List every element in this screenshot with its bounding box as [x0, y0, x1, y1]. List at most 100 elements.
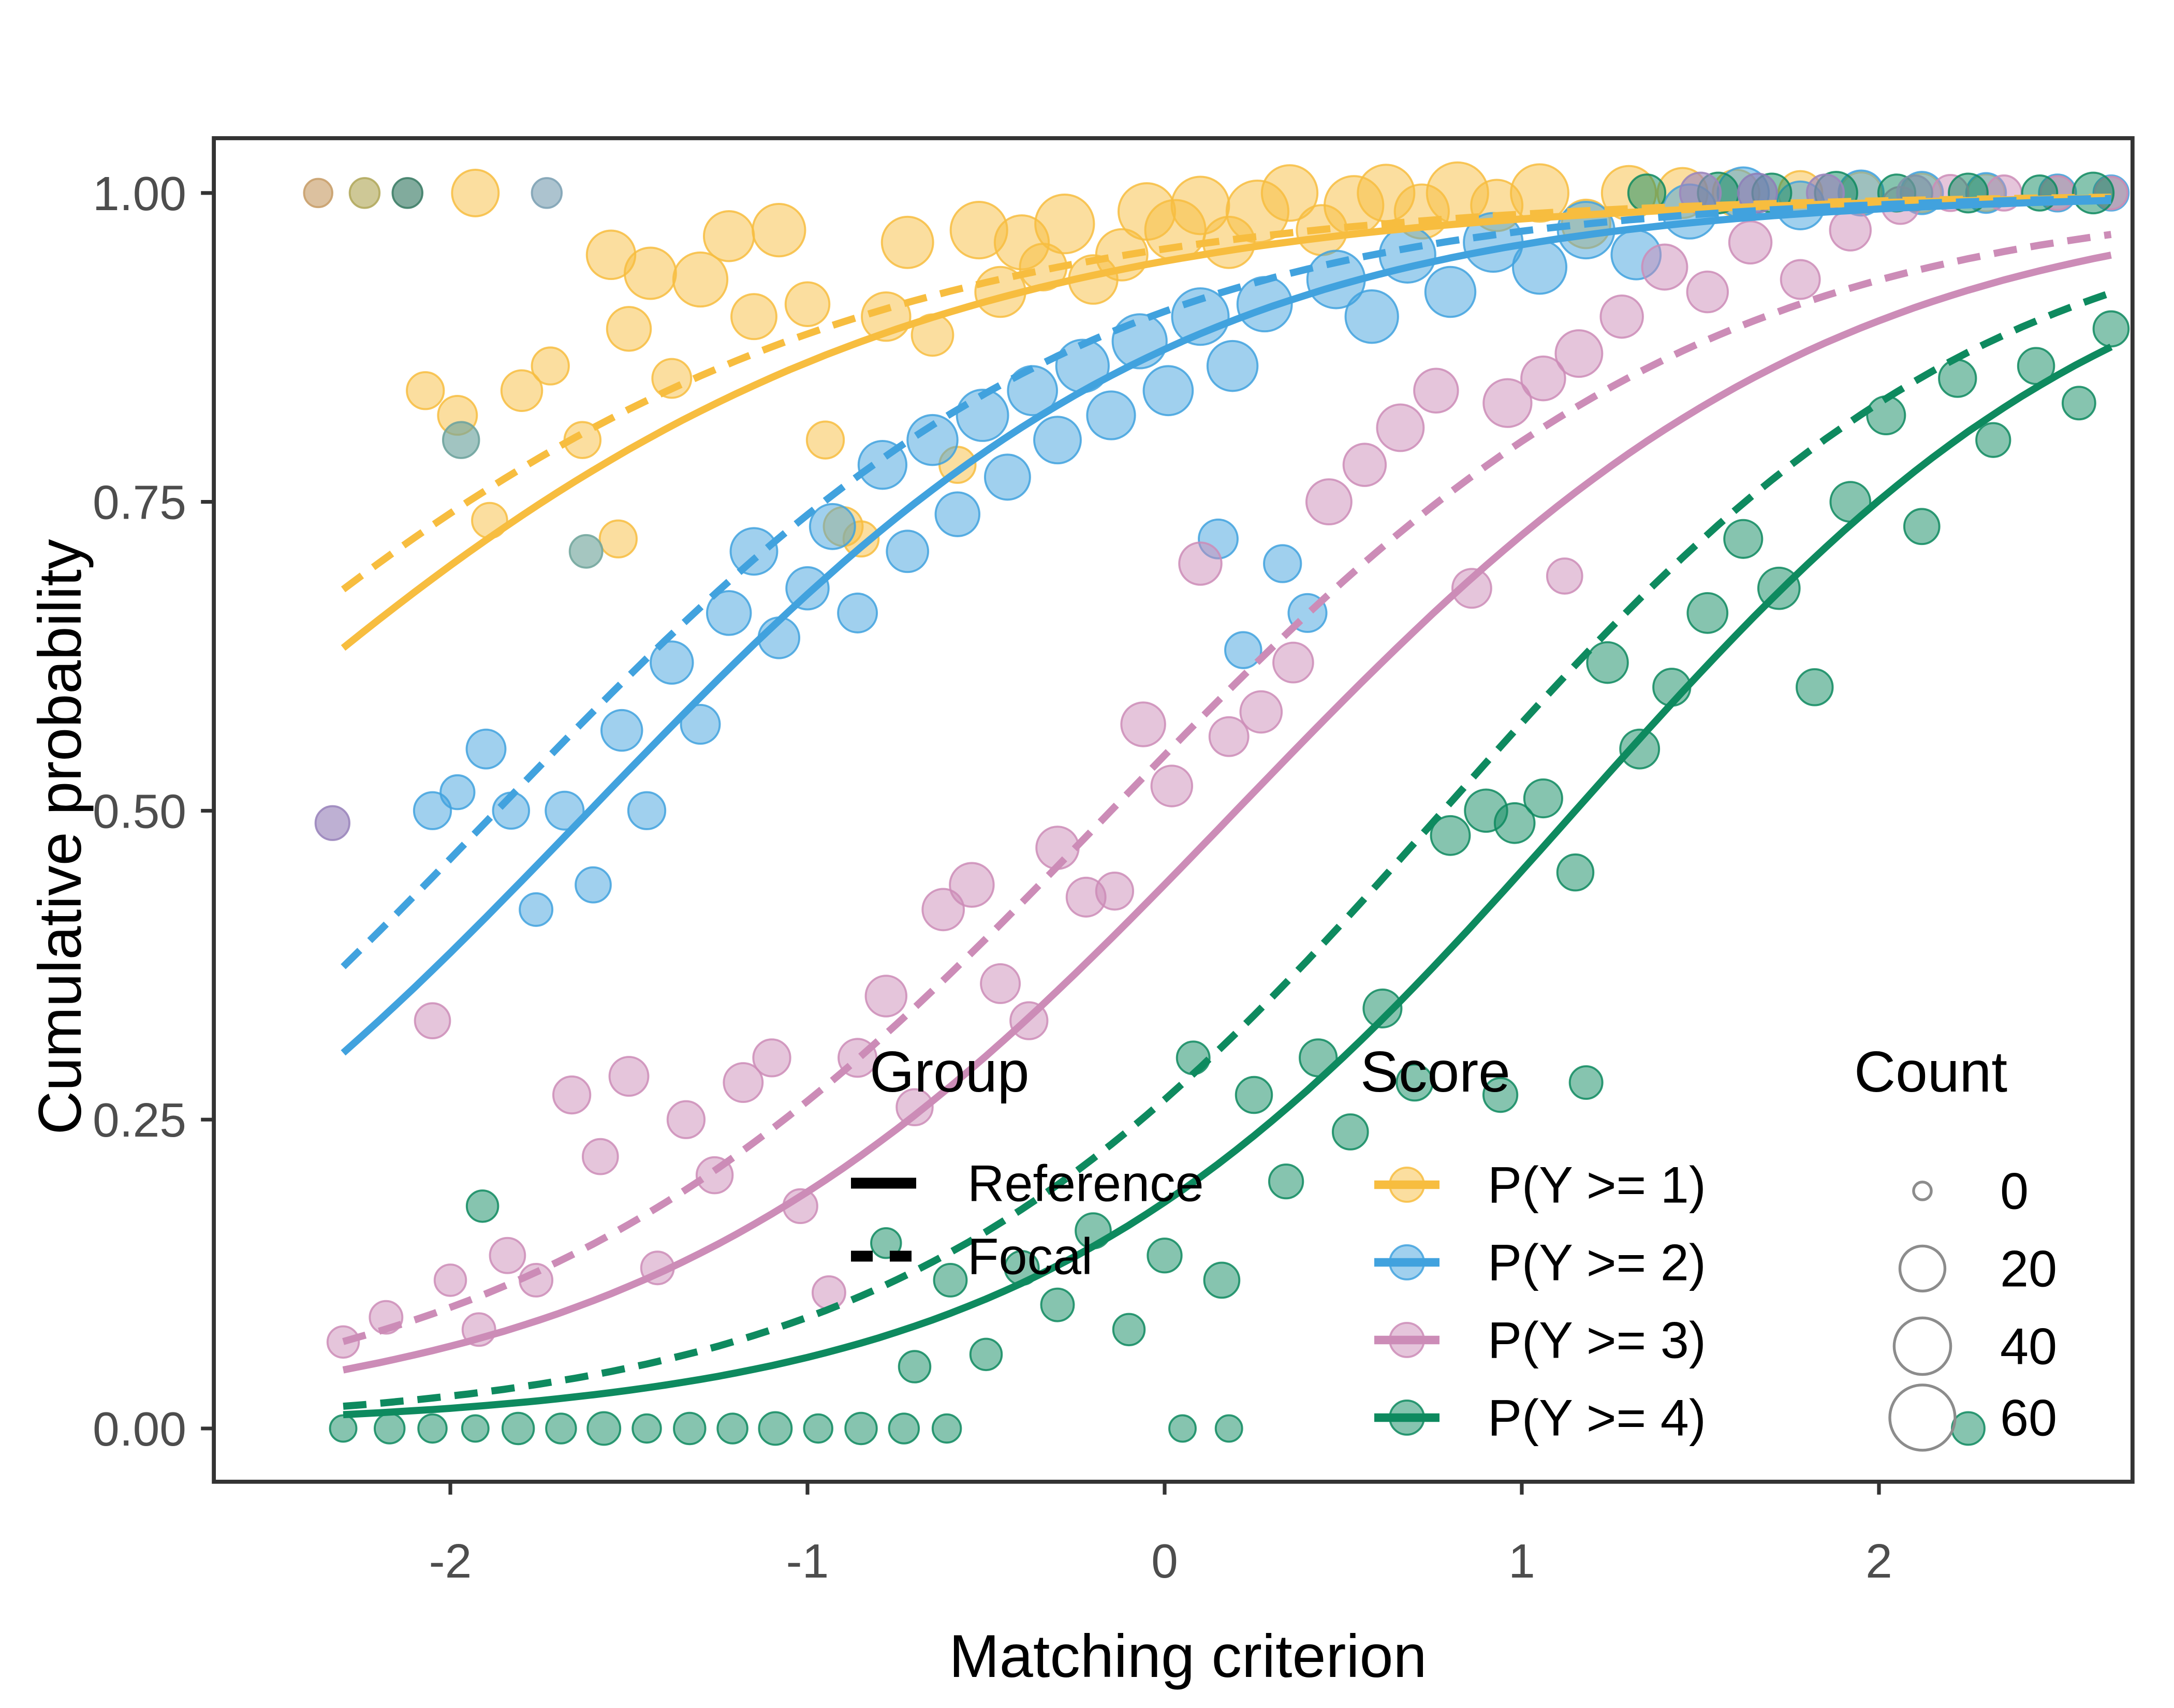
x-axis-title: Matching criterion [949, 1622, 1427, 1690]
data-point-score-4 [1040, 1287, 1075, 1322]
data-point-score-4 [1331, 1113, 1369, 1151]
data-point-score-2 [519, 892, 554, 927]
data-point-score-3 [723, 1062, 764, 1103]
data-point-score-3 [1554, 329, 1604, 378]
data-point-score-2 [439, 774, 476, 811]
y-tick-label: 0.50 [93, 784, 186, 838]
data-point-score-2 [1263, 544, 1302, 583]
data-point-score-2 [1206, 340, 1259, 392]
data-point-score-2 [627, 791, 667, 830]
data-point-score-2 [934, 491, 981, 537]
data-point-score-2 [1224, 631, 1262, 669]
data-point-score-2 [956, 389, 1009, 442]
count-item-label: 20 [2000, 1240, 2057, 1297]
data-point-score-2 [680, 704, 721, 745]
data-point-score-4 [1430, 815, 1471, 856]
score-key-point [1389, 1244, 1425, 1280]
data-point-score-4 [758, 1411, 793, 1446]
data-point-score-3 [1829, 209, 1872, 252]
data-point-score-1 [1260, 164, 1319, 222]
data-point-overlap [531, 177, 563, 209]
data-point-score-3 [581, 1138, 619, 1175]
data-point-score-4 [1482, 1077, 1519, 1113]
data-point-score-4 [803, 1413, 833, 1444]
data-point-score-3 [811, 1275, 846, 1310]
data-point-score-4 [898, 1350, 932, 1383]
data-point-score-4 [2072, 171, 2115, 215]
data-point-score-4 [1686, 592, 1729, 634]
data-point-score-1 [730, 293, 777, 341]
data-point-score-4 [1268, 1164, 1304, 1200]
data-point-score-4 [673, 1411, 707, 1446]
data-point-score-1 [805, 420, 845, 460]
data-point-score-4 [1396, 1063, 1434, 1102]
data-point-score-1 [500, 369, 544, 413]
data-point-score-1 [451, 168, 500, 217]
data-point-score-3 [1095, 872, 1135, 911]
data-point-score-3 [1178, 541, 1223, 586]
data-point-score-2 [1142, 365, 1194, 417]
data-point-score-2 [650, 640, 694, 685]
ticks-layer: 1.00 0.75 0.50 0.25 0.00 -2 -1 0 1 2 [93, 167, 1892, 1588]
data-point-score-3 [1780, 259, 1821, 300]
data-point-overlap [568, 534, 604, 569]
data-point-score-4 [1362, 988, 1403, 1029]
x-tick-label: -1 [786, 1534, 829, 1588]
data-point-score-4 [1168, 1414, 1197, 1443]
focal-curve-score-4 [343, 289, 2112, 1410]
data-point-score-3 [1451, 568, 1492, 609]
data-point-score-4 [1586, 641, 1629, 684]
data-point-score-4 [1235, 1076, 1273, 1114]
data-point-score-3 [1208, 716, 1250, 757]
data-point-score-4 [1523, 778, 1563, 819]
score-key-point [1389, 1167, 1425, 1203]
data-point-score-2 [600, 709, 643, 752]
legend-label-focal: Focal [967, 1227, 1093, 1285]
data-point-score-1 [623, 246, 677, 300]
focal-curve-score-1 [341, 194, 2111, 593]
data-point-score-2 [1344, 289, 1399, 344]
data-point-score-4 [1568, 1065, 1604, 1100]
data-point-score-4 [969, 1337, 1003, 1372]
data-point-score-3 [1641, 243, 1688, 291]
data-point-score-4 [1203, 1261, 1241, 1299]
data-point-score-2 [906, 414, 959, 466]
data-point-score-3 [1376, 403, 1425, 452]
data-point-score-3 [895, 1088, 934, 1127]
count-key-circle [1888, 1383, 1957, 1452]
data-point-score-3 [864, 975, 908, 1018]
data-point-score-2 [809, 503, 856, 550]
data-point-score-3 [1239, 690, 1283, 734]
data-point-score-2 [465, 728, 507, 770]
data-point-score-4 [465, 1189, 500, 1223]
count-item-label: 0 [2000, 1162, 2029, 1219]
data-point-score-1 [531, 346, 570, 386]
count-key-circle [1892, 1316, 1952, 1376]
count-key-circle [1912, 1181, 1933, 1201]
data-point-score-4 [586, 1411, 622, 1446]
points-layer [303, 161, 2130, 1446]
data-point-score-4 [931, 1413, 962, 1444]
data-point-overlap [442, 421, 480, 459]
y-tick-label: 0.00 [93, 1402, 186, 1456]
score-key-point [1389, 1322, 1425, 1358]
count-item-label: 60 [2000, 1389, 2057, 1446]
data-point-score-4 [417, 1413, 448, 1444]
data-point-score-4 [1619, 728, 1661, 770]
data-point-score-3 [1342, 443, 1387, 487]
data-point-score-1 [784, 281, 831, 327]
reference-curve-score-3 [342, 252, 2112, 1374]
focal-curve-score-3 [342, 231, 2112, 1345]
data-point-score-1 [880, 215, 934, 269]
curves-layer [341, 194, 2113, 1419]
data-point-score-4 [1975, 422, 2011, 458]
count-key-circle [1898, 1244, 1947, 1293]
data-point-score-1 [598, 519, 638, 558]
y-axis-title: Cumulative probability [26, 539, 94, 1135]
x-tick-label: -2 [429, 1534, 472, 1588]
data-point-score-3 [1120, 701, 1166, 747]
count-item-label: 40 [2000, 1317, 2057, 1375]
data-point-score-2 [837, 592, 878, 634]
